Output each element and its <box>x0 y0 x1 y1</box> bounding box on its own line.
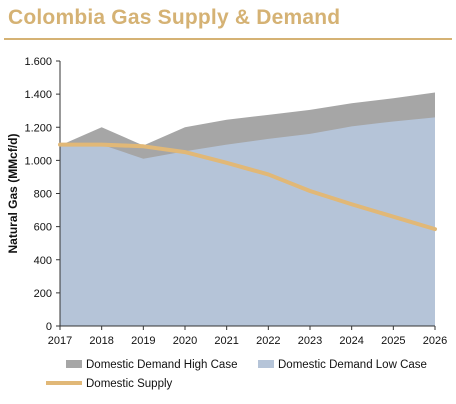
area-layer <box>60 92 435 326</box>
tick-layer: 0 200 400 600 800 1.000 1.200 1.400 1.600 2017 201… <box>24 56 447 347</box>
legend-label: Domestic Demand Low Case <box>278 359 427 371</box>
legend-label: Domestic Demand High Case <box>86 359 237 371</box>
x-tick-label: 2020 <box>173 335 197 347</box>
x-tick-label: 2021 <box>214 335 238 347</box>
x-tick-label: 2017 <box>48 335 72 347</box>
line-domestic-supply <box>58 142 437 232</box>
legend-item-domestic-demand-high-case: Domestic Demand High Case <box>66 359 237 371</box>
title-underline <box>4 38 452 40</box>
axes-layer <box>56 60 436 330</box>
y-tick-label: 400 <box>34 255 52 267</box>
y-tick-label: 200 <box>34 288 52 300</box>
x-tick-label: 2024 <box>339 335 363 347</box>
chart-title: Colombia Gas Supply & Demand <box>8 6 341 29</box>
x-tick-label: 2023 <box>298 335 322 347</box>
line-layer <box>58 142 437 232</box>
y-tick-label: 800 <box>34 189 52 201</box>
y-tick-label: 1.000 <box>24 155 52 167</box>
y-tick-label: 1.400 <box>24 89 52 101</box>
legend: Domestic Demand High Case Domestic Demand… <box>46 359 427 390</box>
y-tick-label: 1.600 <box>24 56 52 68</box>
x-tick-label: 2018 <box>89 335 113 347</box>
y-tick-label: 0 <box>46 321 52 333</box>
y-tick-label: 1.200 <box>24 122 52 134</box>
legend-item-domestic-supply: Domestic Supply <box>46 378 173 390</box>
area-domestic-demand-low-case <box>60 117 435 326</box>
y-axis-label: Natural Gas (MMcf/d) <box>6 133 20 253</box>
y-tick-label: 600 <box>34 222 52 234</box>
x-tick-label: 2022 <box>256 335 280 347</box>
legend-swatch <box>258 360 274 368</box>
x-tick-label: 2019 <box>131 335 155 347</box>
x-tick-label: 2025 <box>381 335 405 347</box>
x-tick-label: 2026 <box>423 335 447 347</box>
legend-swatch <box>66 360 82 368</box>
legend-label: Domestic Supply <box>86 378 173 390</box>
legend-item-domestic-demand-low-case: Domestic Demand Low Case <box>258 359 427 371</box>
